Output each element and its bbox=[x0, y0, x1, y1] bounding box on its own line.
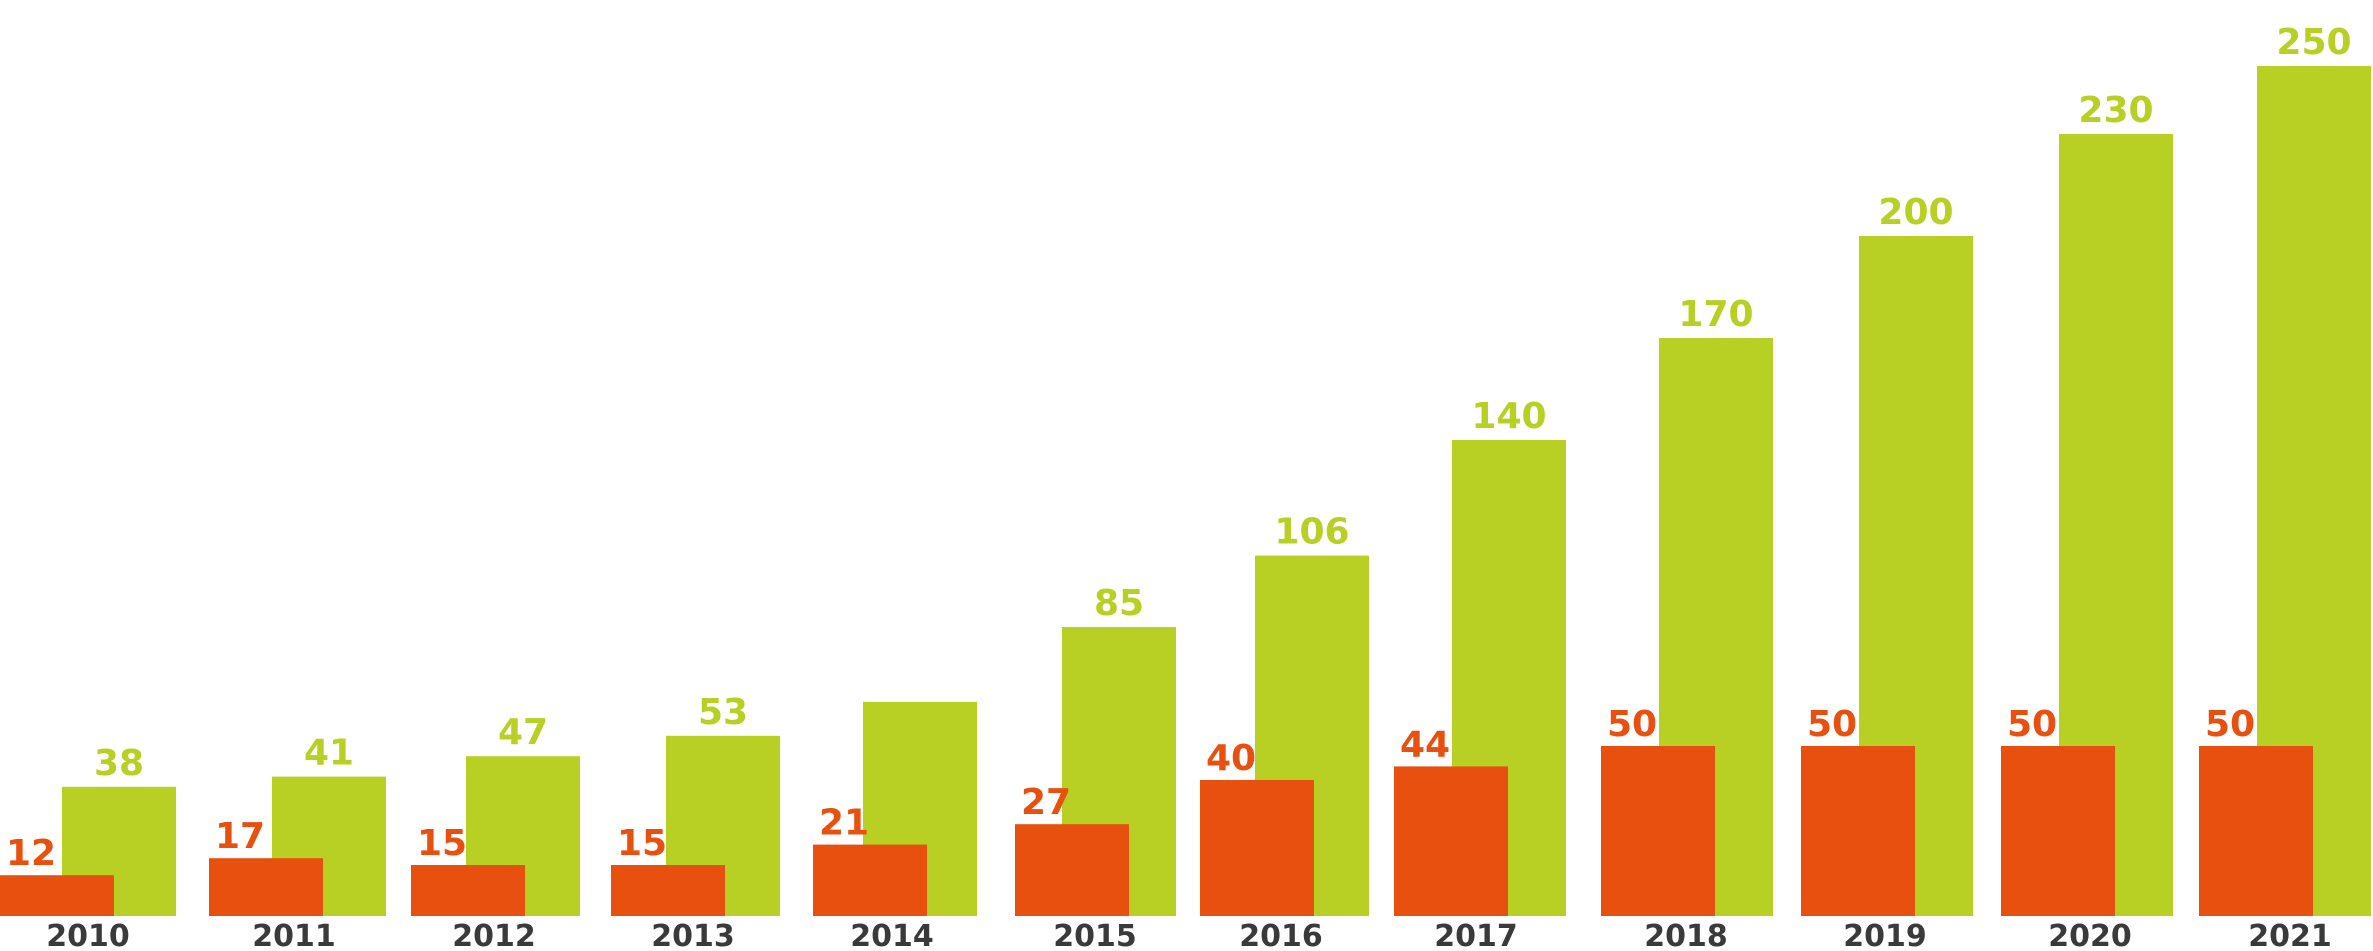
value-label-orange-2020: 50 bbox=[2007, 704, 2057, 745]
value-label-green-2021: 250 bbox=[2276, 22, 2351, 63]
value-label-orange-2010: 12 bbox=[6, 833, 56, 874]
value-label-green-2015: 85 bbox=[1094, 583, 1144, 624]
bar-orange-2018 bbox=[1601, 746, 1715, 916]
value-label-green-2018: 170 bbox=[1678, 294, 1753, 335]
bar-orange-2017 bbox=[1394, 766, 1508, 916]
value-label-orange-2021: 50 bbox=[2205, 704, 2255, 745]
category-label-2016: 2016 bbox=[1239, 919, 1323, 951]
category-label-2018: 2018 bbox=[1644, 919, 1728, 951]
bar-orange-2014 bbox=[813, 844, 927, 916]
value-label-orange-2016: 40 bbox=[1206, 738, 1256, 779]
bar-orange-2021 bbox=[2199, 746, 2313, 916]
bar-orange-2013 bbox=[611, 865, 725, 916]
value-label-orange-2017: 44 bbox=[1400, 724, 1450, 765]
value-label-orange-2018: 50 bbox=[1607, 704, 1657, 745]
bar-orange-2010 bbox=[0, 875, 114, 916]
category-label-2014: 2014 bbox=[850, 919, 934, 951]
value-label-orange-2012: 15 bbox=[417, 823, 467, 864]
value-label-orange-2011: 17 bbox=[215, 816, 265, 857]
value-label-green-2010: 38 bbox=[94, 743, 144, 784]
value-label-orange-2013: 15 bbox=[617, 823, 667, 864]
category-label-2012: 2012 bbox=[452, 919, 536, 951]
value-label-orange-2015: 27 bbox=[1021, 782, 1071, 823]
value-label-green-2011: 41 bbox=[304, 733, 354, 774]
category-label-2010: 2010 bbox=[46, 919, 130, 951]
value-label-orange-2019: 50 bbox=[1807, 704, 1857, 745]
category-label-2017: 2017 bbox=[1434, 919, 1518, 951]
bar-orange-2020 bbox=[2001, 746, 2115, 916]
category-label-2013: 2013 bbox=[651, 919, 735, 951]
value-label-green-2016: 106 bbox=[1274, 512, 1349, 553]
bar-orange-2015 bbox=[1015, 824, 1129, 916]
value-label-green-2019: 200 bbox=[1878, 192, 1953, 233]
value-label-green-2013: 53 bbox=[698, 692, 748, 733]
category-label-2019: 2019 bbox=[1843, 919, 1927, 951]
category-label-2011: 2011 bbox=[252, 919, 336, 951]
category-label-2020: 2020 bbox=[2048, 919, 2132, 951]
bar-orange-2016 bbox=[1200, 780, 1314, 916]
bar-orange-2011 bbox=[209, 858, 323, 916]
value-label-orange-2014: 21 bbox=[819, 803, 869, 844]
category-label-2021: 2021 bbox=[2248, 919, 2332, 951]
value-label-green-2020: 230 bbox=[2078, 90, 2153, 131]
value-label-green-2012: 47 bbox=[498, 712, 548, 753]
category-label-2015: 2015 bbox=[1053, 919, 1137, 951]
value-label-green-2017: 140 bbox=[1471, 396, 1546, 437]
bar-orange-2019 bbox=[1801, 746, 1915, 916]
bar-orange-2012 bbox=[411, 865, 525, 916]
